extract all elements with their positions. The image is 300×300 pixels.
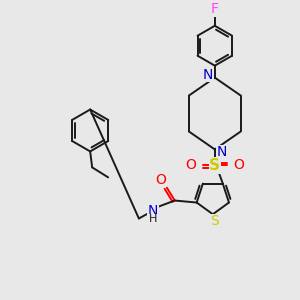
Text: S: S [210, 214, 219, 228]
Text: O: O [155, 172, 166, 187]
Text: O: O [185, 158, 196, 172]
Text: N: N [217, 146, 227, 159]
Text: N: N [148, 203, 158, 218]
Text: F: F [211, 2, 219, 16]
Text: S: S [209, 158, 220, 173]
Text: H: H [148, 214, 157, 224]
Text: O: O [233, 158, 244, 172]
Text: N: N [203, 68, 213, 82]
